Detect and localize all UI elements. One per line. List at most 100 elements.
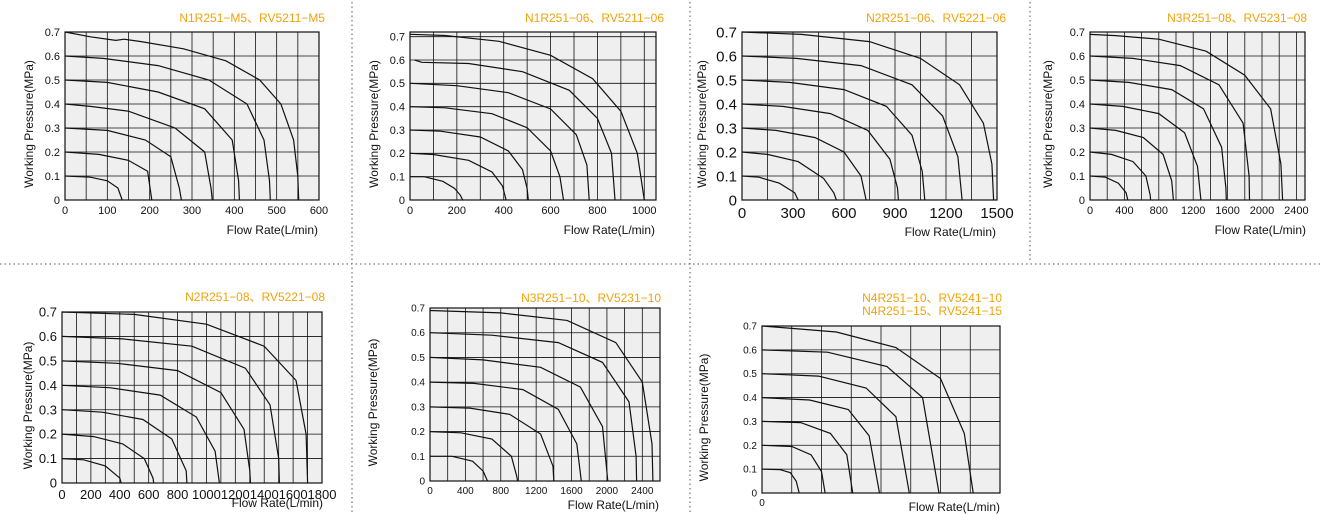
x-tick-label: 200 — [80, 487, 102, 502]
y-tick-label: 0.6 — [1070, 51, 1085, 63]
y-tick-label: 0 — [54, 195, 60, 207]
chart-title: N2R251−06、RV5221−06 — [866, 11, 1006, 25]
x-tick-label: 200 — [140, 205, 158, 217]
series-line-1 — [741, 175, 799, 201]
y-tick-label: 0.5 — [390, 78, 405, 90]
y-tick-label: 0.4 — [390, 102, 405, 114]
x-tick-label: 1600 — [279, 487, 308, 502]
chart-title: N4R251−10、RV5241−10 — [862, 291, 1002, 305]
x-tick-label: 1200 — [1181, 205, 1205, 217]
y-tick-label: 0.6 — [39, 329, 57, 344]
x-tick-label: 2400 — [631, 486, 654, 497]
y-tick-label: 0.7 — [716, 24, 737, 41]
y-tick-label: 0.4 — [45, 99, 60, 111]
y-tick-label: 0.3 — [743, 417, 757, 428]
y-tick-label: 0.3 — [1070, 123, 1085, 135]
y-tick-label: 0.1 — [39, 451, 57, 466]
series-line-2 — [761, 444, 826, 494]
series-line-5 — [761, 373, 910, 494]
x-tick-label: 600 — [831, 205, 856, 222]
x-tick-label: 0 — [1087, 205, 1093, 217]
y-tick-label: 0.3 — [45, 123, 60, 135]
chart-title: N1R251−06、RV5211−06 — [525, 11, 664, 25]
series-line-5 — [409, 82, 590, 201]
x-tick-label: 300 — [780, 205, 805, 222]
y-tick-label: 0 — [1079, 195, 1085, 207]
x-tick-label: 400 — [225, 205, 243, 217]
y-tick-label: 0.1 — [1070, 171, 1085, 183]
x-axis-label: Flow Rate(L/min) — [909, 500, 1000, 514]
series-line-7 — [429, 309, 654, 482]
x-tick-label: 1000 — [632, 205, 656, 217]
x-tick-label: 2400 — [1284, 205, 1308, 217]
x-tick-label: 600 — [541, 205, 559, 217]
x-tick-label: 800 — [588, 205, 606, 217]
y-tick-label: 0.2 — [411, 427, 425, 438]
y-tick-label: 0.7 — [1070, 27, 1085, 39]
series-line-4 — [64, 103, 213, 201]
x-tick-label: 500 — [267, 205, 285, 217]
series-line-2 — [64, 151, 153, 201]
chart-6: 0 0.1 0.2 0.3 0.4 0.5 0.6 0.7 0 400 800 1200 1600 200… — [366, 291, 661, 512]
chart-7: 0 0.1 0.2 0.3 0.4 0.5 0.6 0.7 0 N4R251−10、RV5241−… — [697, 291, 1002, 514]
x-tick-label: 0 — [738, 205, 746, 222]
y-tick-label: 0 — [419, 477, 425, 488]
y-tick-label: 0.6 — [716, 48, 737, 65]
series-line-5 — [61, 360, 252, 484]
x-axis-label: Flow Rate(L/min) — [568, 498, 659, 512]
y-tick-label: 0 — [751, 489, 757, 500]
series-line-2 — [741, 151, 837, 201]
y-tick-label: 0.7 — [45, 27, 60, 39]
x-tick-label: 900 — [882, 205, 907, 222]
y-tick-label: 0.4 — [1070, 99, 1085, 111]
series-line-4 — [1089, 103, 1202, 201]
y-tick-label: 0.5 — [743, 369, 757, 380]
x-tick-label: 1200 — [221, 487, 250, 502]
y-tick-label: 0.2 — [39, 427, 57, 442]
series-line-4 — [61, 384, 220, 484]
x-tick-label: 2000 — [596, 486, 619, 497]
series-line-2 — [409, 152, 507, 201]
x-tick-label: 1500 — [980, 205, 1013, 222]
x-axis-label: Flow Rate(L/min) — [1215, 223, 1306, 237]
y-tick-label: 0.2 — [45, 147, 60, 159]
series-line-7 — [61, 311, 309, 484]
y-tick-label: 0.5 — [45, 75, 60, 87]
x-tick-label: 1600 — [560, 486, 583, 497]
y-tick-label: 0.2 — [1070, 147, 1085, 159]
y-axis-label: Working Pressure(MPa) — [1041, 60, 1055, 188]
x-axis-label: Flow Rate(L/min) — [227, 223, 318, 237]
y-tick-label: 0.6 — [390, 55, 405, 67]
series-line-7 — [409, 33, 645, 201]
series-line-2 — [1089, 151, 1152, 201]
y-axis-label: Working Pressure(MPa) — [697, 354, 711, 482]
series-line-5 — [429, 356, 609, 482]
x-tick-label: 0 — [407, 205, 413, 217]
y-tick-label: 0.4 — [716, 96, 737, 113]
y-tick-label: 0.7 — [743, 322, 757, 333]
y-tick-label: 0.5 — [716, 72, 737, 89]
y-tick-label: 0.3 — [39, 402, 57, 417]
y-tick-label: 0 — [399, 195, 405, 207]
y-tick-label: 0.7 — [390, 32, 405, 44]
series-line-4 — [409, 106, 565, 201]
series-line-7 — [761, 325, 974, 494]
series-line-3 — [61, 409, 188, 484]
series-line-3 — [409, 129, 529, 201]
y-tick-label: 0.2 — [716, 144, 737, 161]
series-line-3 — [741, 127, 867, 201]
y-axis-label: Working Pressure(MPa) — [367, 60, 381, 188]
chart-4: 0 0.1 0.2 0.3 0.4 0.5 0.6 0.7 0 400 800 1200 1600 200… — [1041, 11, 1309, 237]
y-tick-label: 0.2 — [743, 441, 757, 452]
series-line-5 — [741, 79, 926, 201]
chart-5: 00.10.20.30.40.50.60.70 200 400 600 800 1000 1… — [21, 290, 336, 510]
series-line-6 — [61, 335, 280, 484]
x-tick-label: 100 — [98, 205, 116, 217]
x-tick-label: 800 — [167, 487, 189, 502]
y-tick-label: 0.5 — [411, 353, 425, 364]
plot-area — [429, 307, 661, 482]
y-tick-label: 0.1 — [411, 452, 425, 463]
series-line-3 — [761, 420, 854, 494]
series-line-7 — [1089, 33, 1284, 201]
